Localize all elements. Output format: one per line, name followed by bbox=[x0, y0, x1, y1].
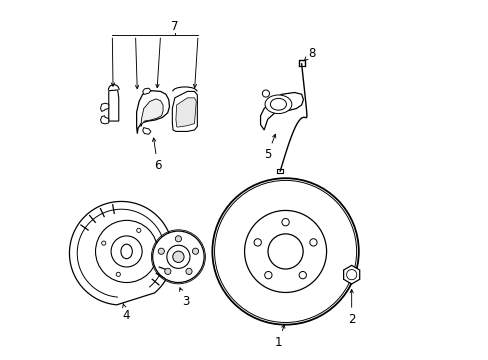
Polygon shape bbox=[108, 90, 119, 121]
Circle shape bbox=[175, 236, 181, 242]
Polygon shape bbox=[69, 202, 173, 305]
Circle shape bbox=[192, 248, 198, 254]
Polygon shape bbox=[260, 93, 303, 130]
Polygon shape bbox=[142, 127, 151, 134]
Text: 8: 8 bbox=[303, 47, 315, 61]
Polygon shape bbox=[343, 265, 359, 284]
Text: 1: 1 bbox=[274, 325, 285, 349]
Polygon shape bbox=[172, 91, 197, 131]
Circle shape bbox=[95, 220, 157, 283]
Circle shape bbox=[164, 268, 171, 274]
Circle shape bbox=[172, 251, 183, 262]
Ellipse shape bbox=[121, 244, 132, 259]
Circle shape bbox=[166, 245, 190, 268]
Polygon shape bbox=[141, 99, 163, 126]
Text: 7: 7 bbox=[171, 20, 178, 33]
Text: 5: 5 bbox=[264, 134, 275, 162]
Polygon shape bbox=[176, 98, 196, 127]
Circle shape bbox=[244, 211, 326, 292]
Text: 3: 3 bbox=[179, 288, 189, 308]
Circle shape bbox=[158, 248, 164, 254]
Ellipse shape bbox=[264, 95, 291, 113]
Circle shape bbox=[267, 234, 303, 269]
Polygon shape bbox=[142, 88, 151, 94]
Circle shape bbox=[111, 236, 142, 267]
Text: 4: 4 bbox=[122, 304, 130, 322]
Text: 6: 6 bbox=[152, 138, 161, 172]
Circle shape bbox=[214, 180, 356, 323]
Text: 2: 2 bbox=[347, 289, 355, 326]
Polygon shape bbox=[101, 103, 108, 111]
Ellipse shape bbox=[270, 98, 286, 110]
Circle shape bbox=[152, 231, 203, 283]
Polygon shape bbox=[101, 116, 108, 124]
Circle shape bbox=[212, 178, 358, 325]
Polygon shape bbox=[136, 91, 169, 134]
Circle shape bbox=[185, 268, 192, 274]
